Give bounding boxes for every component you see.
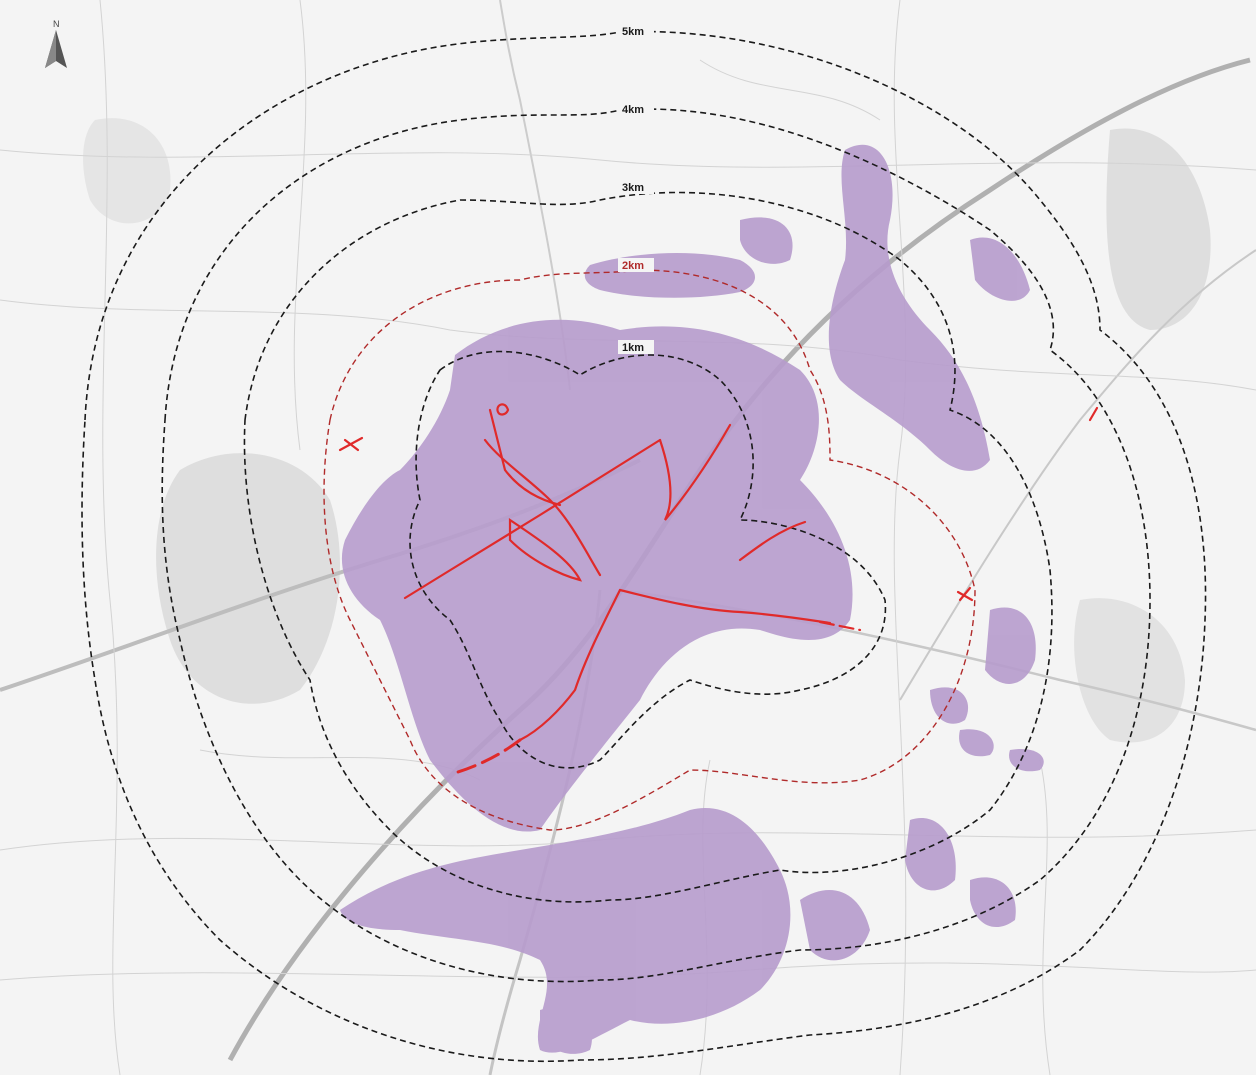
visibility-area-south-east-1 xyxy=(800,890,870,961)
ring-2km xyxy=(323,269,976,831)
route-marker-north xyxy=(496,403,510,416)
ring-labels: 1km 2km 3km 4km 5km xyxy=(618,24,654,354)
route-east-spur xyxy=(618,588,832,625)
visibility-area-east-2 xyxy=(930,687,969,724)
visibility-areas xyxy=(340,144,1044,1054)
settlement-area-northeast xyxy=(1106,128,1211,330)
visibility-area-southwest-small xyxy=(540,1007,592,1054)
road-northeast xyxy=(899,249,1256,701)
route-main-diagonal xyxy=(403,438,662,600)
route-marker-northeast xyxy=(1088,406,1099,422)
route-northwest-branch xyxy=(488,408,562,507)
visibility-area-south-east-2 xyxy=(905,818,956,891)
route-loop xyxy=(508,517,583,582)
distance-rings xyxy=(81,30,1207,1063)
route-southwest-dashed xyxy=(453,738,522,775)
north-arrow-label: N xyxy=(53,19,60,29)
ring-3km xyxy=(243,191,1053,903)
ring-1km xyxy=(409,350,887,769)
route-east-branch xyxy=(738,520,807,562)
visibility-area-southeast-3 xyxy=(970,877,1016,928)
ring-label-5km: 5km xyxy=(622,26,644,38)
ring-label-1km: 1km xyxy=(622,342,644,354)
visibility-area-east-3 xyxy=(959,729,994,757)
ring-label-3km: 3km xyxy=(622,182,644,194)
settlement-area-east xyxy=(1074,598,1185,743)
north-arrow: N xyxy=(45,19,67,68)
route-cross-east xyxy=(956,586,974,602)
ring-label-4km: 4km xyxy=(622,104,644,116)
visibility-area-east-patch xyxy=(970,237,1030,301)
visibility-area-central xyxy=(341,319,853,832)
route-main-south xyxy=(518,588,622,742)
visibility-area-south xyxy=(340,808,791,1053)
ring-4km xyxy=(161,108,1151,983)
ring-5km xyxy=(81,30,1207,1063)
route-cross-west xyxy=(338,436,364,452)
route-network xyxy=(338,403,1099,775)
ring-label-2km: 2km xyxy=(622,260,644,272)
visibility-area-east-1 xyxy=(985,607,1036,684)
settlement-area-west xyxy=(156,453,340,704)
route-northeast xyxy=(658,423,732,521)
visibility-area-north-small xyxy=(740,217,793,264)
route-east-dashed xyxy=(818,620,862,632)
visibility-area-northeast xyxy=(828,144,990,471)
settlement-area-northwest xyxy=(83,118,171,224)
